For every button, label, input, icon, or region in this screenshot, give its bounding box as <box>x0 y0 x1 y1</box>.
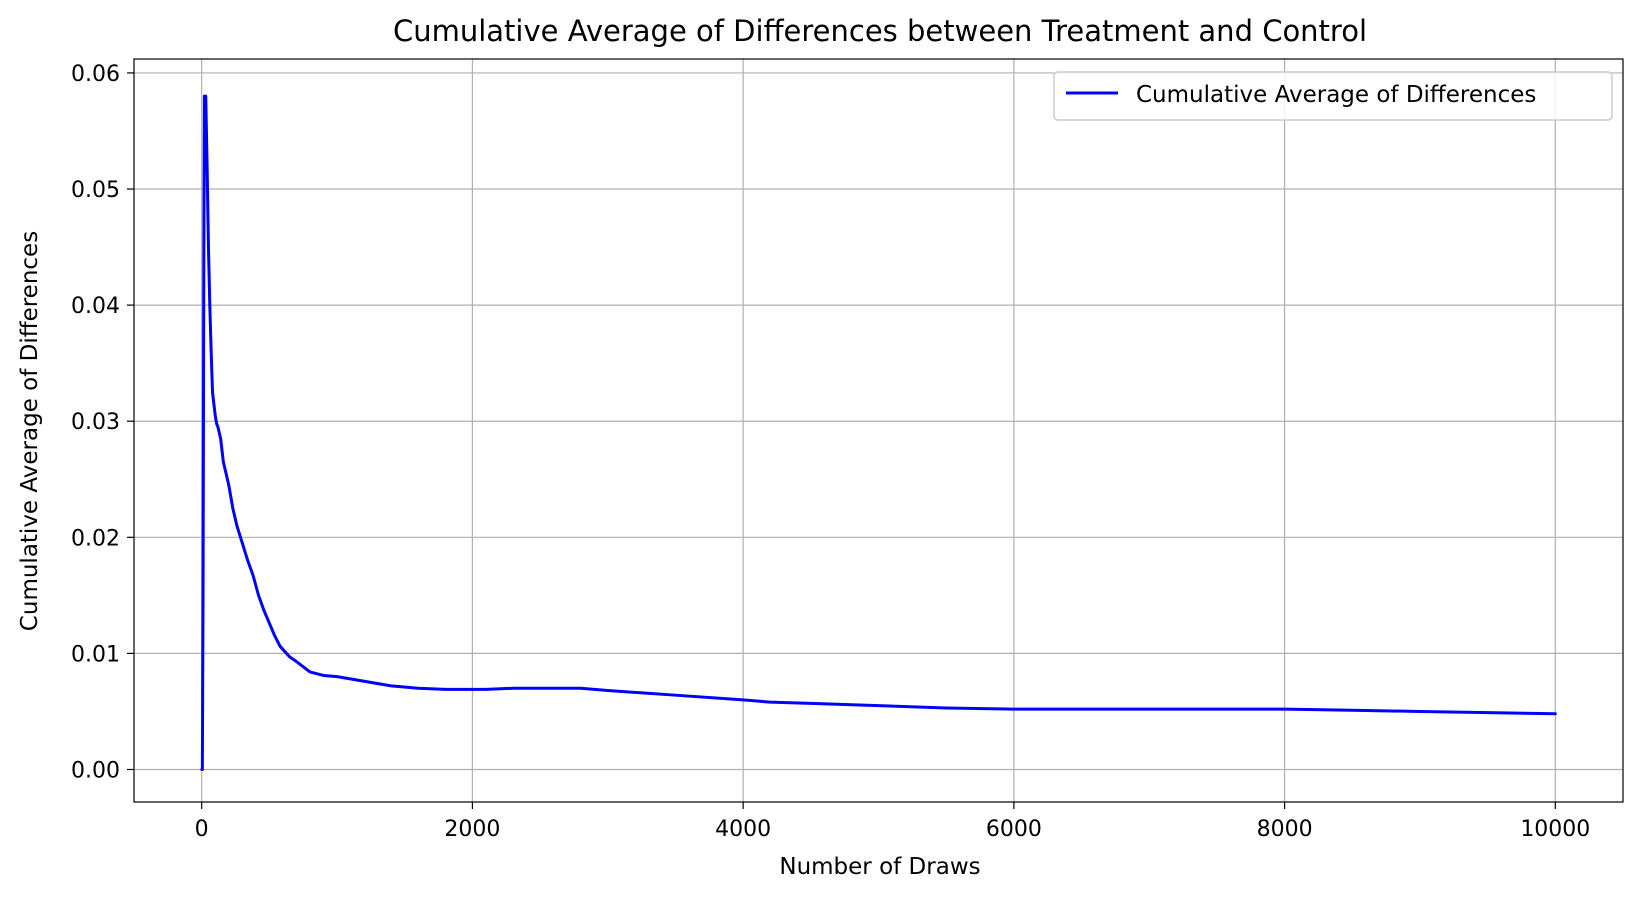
x-axis-label: Number of Draws <box>779 854 980 880</box>
y-tick-label: 0.06 <box>71 62 120 87</box>
y-tick-label: 0.02 <box>71 526 120 551</box>
y-tick-label: 0.01 <box>71 642 120 667</box>
y-tick-label: 0.05 <box>71 178 120 203</box>
legend: Cumulative Average of Differences <box>1053 71 1613 121</box>
y-axis-ticks: 0.00 0.01 0.02 0.03 0.04 0.05 0.06 <box>71 62 134 783</box>
x-tick-label: 0 <box>195 817 209 842</box>
x-tick-label: 8000 <box>1257 817 1313 842</box>
x-tick-label: 2000 <box>444 817 500 842</box>
y-tick-label: 0.04 <box>71 294 120 319</box>
chart-title: Cumulative Average of Differences betwee… <box>393 14 1367 48</box>
legend-box <box>1053 71 1613 121</box>
plot-frame <box>133 58 1624 803</box>
series-line <box>200 94 1557 771</box>
x-axis-ticks: 0 2000 4000 6000 8000 10000 <box>195 802 1590 842</box>
x-tick-label: 6000 <box>986 817 1042 842</box>
y-tick-label: 0.00 <box>71 758 120 783</box>
y-axis-label: Cumulative Average of Differences <box>17 231 43 631</box>
x-tick-label: 4000 <box>715 817 771 842</box>
y-tick-label: 0.03 <box>71 410 120 435</box>
legend-label: Cumulative Average of Differences <box>1136 82 1536 108</box>
x-tick-label: 10000 <box>1520 817 1590 842</box>
series-layer <box>200 94 1557 771</box>
